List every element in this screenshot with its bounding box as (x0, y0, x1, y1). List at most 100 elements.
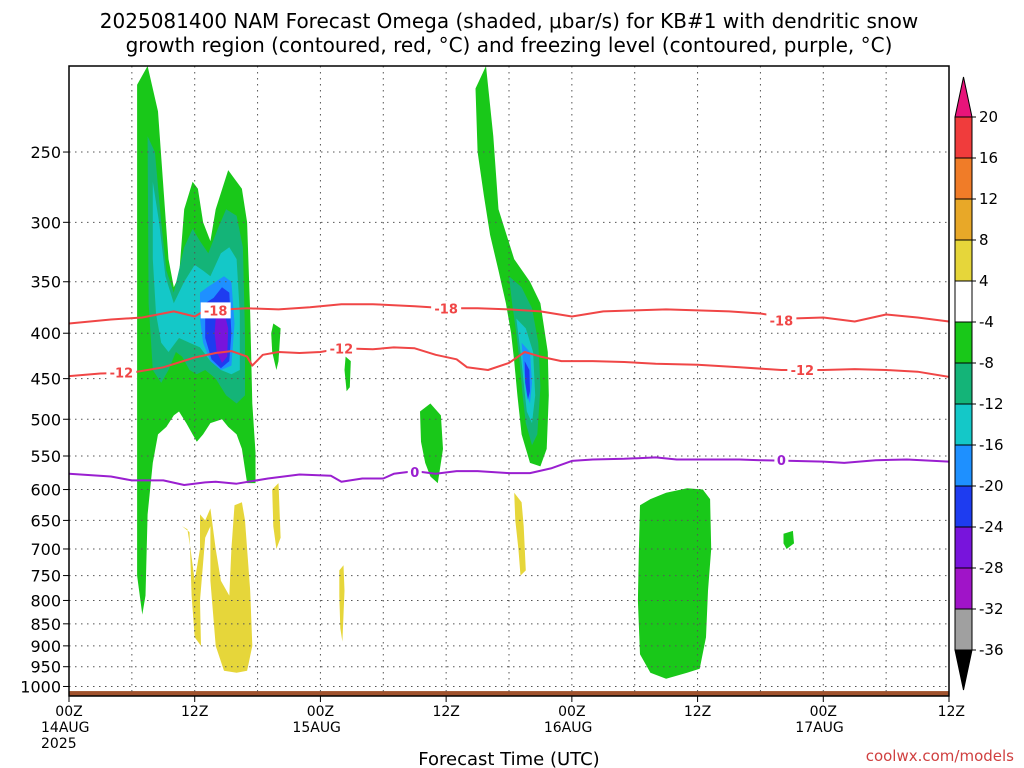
colorbar-label-1: 16 (979, 149, 998, 167)
colorbar-label-4: 4 (979, 272, 989, 290)
contour-label-bg-0-0 (200, 302, 231, 319)
chart-title: 2025081400 NAM Forecast Omega (shaded, μ… (100, 9, 918, 57)
y-tick-label-500: 500 (30, 410, 61, 429)
colorbar-label-9: -20 (979, 477, 1004, 495)
y-axis-ticks: 250 300 350 400 450 500 550 600 650 700 750 800 850 9… (20, 143, 69, 696)
colorbar-label-8: -16 (979, 436, 1004, 454)
contour-label-1-1: -12 (330, 342, 354, 357)
colorbar-segment-9 (954, 485, 973, 528)
x-tick-label-0-1: 14AUG (41, 720, 90, 736)
colorbar-label-3: 8 (979, 231, 989, 249)
shaded-region-13 (524, 361, 530, 400)
shaded-region-14 (637, 488, 712, 679)
colorbar-label-12: -32 (979, 600, 1004, 618)
contour-label-bg-0-2 (766, 312, 797, 329)
y-tick-label-700: 700 (30, 540, 61, 559)
colorbar-segment-2 (954, 198, 973, 241)
shaded-region-6 (271, 323, 281, 370)
contour-label-bg-2-1 (774, 452, 789, 469)
title-line-2: growth region (contoured, red, °C) and f… (126, 33, 893, 57)
colorbar-segment-12 (954, 608, 973, 651)
x-axis-label: Forecast Time (UTC) (418, 749, 599, 768)
colorbar: 20 16 12 8 4 -4 -8 -12 -16 -20 -24 -28 -32 -36 (954, 76, 1004, 691)
contour-label-0-1: -18 (434, 302, 458, 317)
colorbar-label-11: -28 (979, 559, 1004, 577)
y-tick-label-800: 800 (30, 591, 61, 610)
y-tick-label-250: 250 (30, 143, 61, 162)
shaded-region-18 (339, 565, 345, 642)
colorbar-label-10: -24 (979, 518, 1004, 536)
y-tick-label-550: 550 (30, 447, 61, 466)
colorbar-segment-0 (954, 116, 973, 159)
x-tick-label-72-1: 17AUG (795, 720, 844, 736)
y-tick-label-400: 400 (30, 324, 61, 343)
contour-label-2-0: 0 (410, 466, 419, 481)
grid-lines (69, 66, 949, 696)
colorbar-label-6: -8 (979, 354, 994, 372)
title-line-1: 2025081400 NAM Forecast Omega (shaded, μ… (100, 9, 918, 33)
x-tick-label-12-0: 12Z (181, 704, 208, 720)
y-tick-label-450: 450 (30, 370, 61, 389)
contour-label-1-0: -12 (110, 367, 134, 382)
y-tick-label-350: 350 (30, 273, 61, 292)
x-tick-label-72-0: 00Z (810, 704, 837, 720)
colorbar-segment-11 (954, 567, 973, 610)
colorbar-segment-6 (954, 362, 973, 405)
y-tick-label-1000: 1000 (20, 677, 61, 696)
contour-label-2-1: 0 (777, 454, 786, 469)
terrain-band (69, 691, 949, 696)
colorbar-segment-3 (954, 239, 973, 282)
y-tick-label-950: 950 (30, 658, 61, 677)
x-tick-label-0-0: 00Z (55, 704, 82, 720)
contour-2 (69, 456, 949, 486)
x-tick-label-36-0: 12Z (432, 704, 459, 720)
contour-label-bg-1-1 (326, 340, 357, 357)
contour-1 (69, 346, 949, 378)
contour-label-0-0: -18 (204, 304, 228, 319)
x-tick-label-24-1: 15AUG (292, 720, 341, 736)
credit-text: coolwx.com/models (866, 747, 1014, 765)
colorbar-label-0: 20 (979, 108, 998, 126)
colorbar-segment-1 (954, 157, 973, 200)
colorbar-label-13: -36 (979, 641, 1004, 659)
colorbar-segment-4 (954, 280, 973, 323)
colorbar-segment-5 (954, 321, 973, 364)
y-tick-label-650: 650 (30, 511, 61, 530)
colorbar-segment-7 (954, 403, 973, 446)
temperature-contours: -18 -18 -18 -12 -12 -12 0 0 (69, 300, 949, 486)
shaded-region-19 (514, 492, 526, 576)
y-tick-label-850: 850 (30, 615, 61, 634)
x-tick-label-48-0: 00Z (558, 704, 585, 720)
x-tick-label-0-2: 2025 (41, 736, 77, 752)
colorbar-label-5: -4 (979, 313, 994, 331)
contour-label-bg-1-2 (787, 361, 818, 378)
colorbar-segment-10 (954, 526, 973, 569)
omega-shading (137, 66, 794, 679)
x-tick-label-60-0: 12Z (684, 704, 711, 720)
shaded-region-15 (783, 530, 794, 549)
colorbar-label-2: 12 (979, 190, 998, 208)
x-tick-label-48-1: 16AUG (544, 720, 593, 736)
terrain-rect (69, 691, 949, 696)
y-tick-label-900: 900 (30, 637, 61, 656)
colorbar-bottom-arrow (954, 649, 973, 691)
colorbar-top-arrow (954, 76, 973, 118)
shaded-region-8 (420, 403, 443, 484)
colorbar-segment-8 (954, 444, 973, 487)
y-tick-label-600: 600 (30, 481, 61, 500)
y-tick-label-750: 750 (30, 567, 61, 586)
x-tick-label-84-0: 12Z (938, 704, 965, 720)
plot-frame (68, 65, 950, 697)
x-tick-label-24-0: 00Z (307, 704, 334, 720)
shaded-region-16 (182, 502, 253, 673)
contour-label-bg-2-0 (407, 463, 422, 480)
shaded-region-17 (272, 483, 281, 549)
y-tick-label-300: 300 (30, 213, 61, 232)
colorbar-label-7: -12 (979, 395, 1004, 413)
contour-label-bg-1-0 (106, 364, 137, 381)
shaded-region-5 (214, 311, 229, 363)
contour-label-bg-0-1 (431, 300, 462, 317)
shaded-region-7 (344, 356, 351, 392)
